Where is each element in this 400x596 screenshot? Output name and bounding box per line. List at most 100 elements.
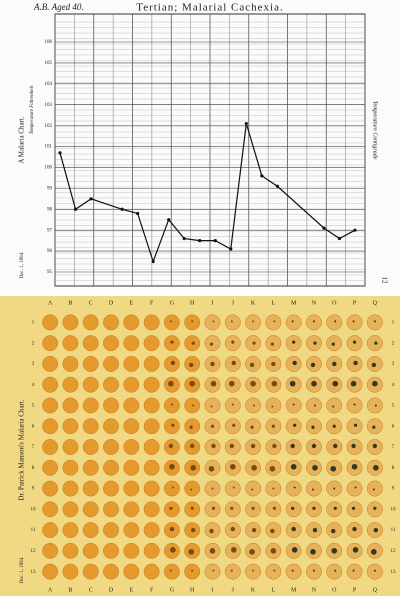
row-number: 11 bbox=[31, 528, 36, 533]
parasite bbox=[373, 527, 379, 533]
row-number: 9 bbox=[32, 487, 35, 492]
blood-cell bbox=[265, 563, 282, 580]
parasite bbox=[332, 405, 335, 408]
parasite bbox=[334, 569, 337, 572]
blood-cell bbox=[82, 376, 99, 393]
parasite bbox=[250, 443, 256, 449]
parasite bbox=[252, 320, 255, 323]
parasite bbox=[210, 424, 215, 428]
blood-cell bbox=[42, 355, 59, 372]
parasite bbox=[189, 362, 194, 368]
blood-cell bbox=[82, 314, 99, 331]
parasite bbox=[291, 506, 295, 510]
blood-cell bbox=[224, 563, 241, 580]
parasite bbox=[311, 488, 314, 491]
parasite bbox=[352, 320, 355, 323]
parasite bbox=[270, 528, 275, 534]
blood-cell bbox=[42, 480, 59, 497]
blood-cell bbox=[62, 459, 79, 476]
blood-cell bbox=[143, 480, 160, 497]
column-letter: C bbox=[89, 587, 93, 593]
left-label: A Malaria Chart. bbox=[18, 116, 26, 163]
parasite bbox=[191, 569, 194, 572]
column-letter: K bbox=[251, 587, 256, 593]
parasite bbox=[373, 320, 376, 323]
blood-cell bbox=[204, 314, 221, 331]
plate-date: Dec. 1, 1894. bbox=[20, 557, 25, 584]
row-number: 1 bbox=[32, 321, 35, 326]
parasite bbox=[311, 443, 317, 449]
blood-cell bbox=[62, 376, 79, 393]
column-letter: D bbox=[109, 300, 114, 306]
parasite bbox=[332, 424, 336, 428]
y-tick-label: 98 bbox=[47, 207, 53, 212]
blood-cell bbox=[103, 542, 119, 559]
parasite bbox=[372, 425, 376, 429]
parasite bbox=[229, 443, 234, 449]
blood-cell bbox=[123, 501, 140, 518]
blood-cell bbox=[103, 418, 119, 435]
parasite bbox=[212, 569, 215, 572]
parasite bbox=[252, 569, 255, 572]
patient: A.B. Aged 40. bbox=[33, 2, 84, 12]
blood-cell bbox=[103, 335, 119, 352]
blood-cell bbox=[42, 314, 59, 331]
parasite bbox=[168, 380, 174, 387]
parasite bbox=[169, 320, 172, 323]
parasite bbox=[191, 527, 196, 533]
blood-cell bbox=[204, 563, 221, 580]
blood-cell bbox=[103, 480, 119, 497]
parasite bbox=[232, 423, 236, 427]
blood-cell bbox=[123, 418, 140, 435]
row-number: 3 bbox=[392, 362, 395, 367]
blood-cell bbox=[82, 335, 99, 352]
parasite bbox=[231, 360, 236, 366]
parasite bbox=[231, 403, 234, 406]
parasite bbox=[251, 488, 254, 491]
blood-cell bbox=[265, 397, 282, 414]
parasite bbox=[271, 405, 274, 408]
parasite bbox=[208, 465, 215, 472]
blood-cell bbox=[62, 418, 79, 435]
blood-cell bbox=[143, 522, 160, 539]
row-number: 4 bbox=[392, 383, 395, 388]
parasite bbox=[310, 362, 316, 368]
parasite bbox=[211, 506, 216, 510]
blood-cell bbox=[82, 480, 99, 497]
column-letter: J bbox=[232, 587, 235, 593]
parasite bbox=[334, 320, 337, 323]
blood-cell bbox=[224, 314, 241, 331]
blood-cell bbox=[306, 480, 322, 497]
blood-cell bbox=[123, 397, 140, 414]
parasite bbox=[311, 425, 315, 429]
parasite bbox=[374, 404, 377, 407]
y-tick-label: 105 bbox=[45, 61, 53, 66]
blood-cell bbox=[326, 397, 343, 414]
blood-cell bbox=[346, 480, 363, 497]
parasite bbox=[353, 360, 358, 366]
parasite bbox=[230, 547, 237, 553]
blood-cell bbox=[143, 459, 160, 476]
blood-cell bbox=[143, 397, 160, 414]
row-number: 6 bbox=[32, 424, 35, 429]
blood-cell bbox=[245, 480, 262, 497]
parasite bbox=[230, 506, 234, 510]
column-letter: J bbox=[232, 300, 235, 306]
parasite bbox=[373, 569, 376, 572]
parasite bbox=[271, 361, 276, 367]
blood-cell bbox=[123, 355, 140, 372]
column-letter: F bbox=[150, 587, 154, 593]
blood-cell bbox=[163, 314, 180, 331]
column-letter: P bbox=[353, 587, 357, 593]
blood-cell bbox=[143, 563, 160, 580]
parasite bbox=[191, 320, 194, 323]
blood-cell bbox=[163, 563, 180, 580]
blood-cell bbox=[103, 355, 119, 372]
y-tick-label: 103 bbox=[45, 103, 53, 108]
blood-cell bbox=[265, 314, 282, 331]
parasite bbox=[333, 506, 337, 510]
blood-cell bbox=[143, 355, 160, 372]
parasite bbox=[209, 528, 214, 534]
parasite bbox=[210, 361, 215, 367]
row-number: 5 bbox=[392, 404, 395, 409]
